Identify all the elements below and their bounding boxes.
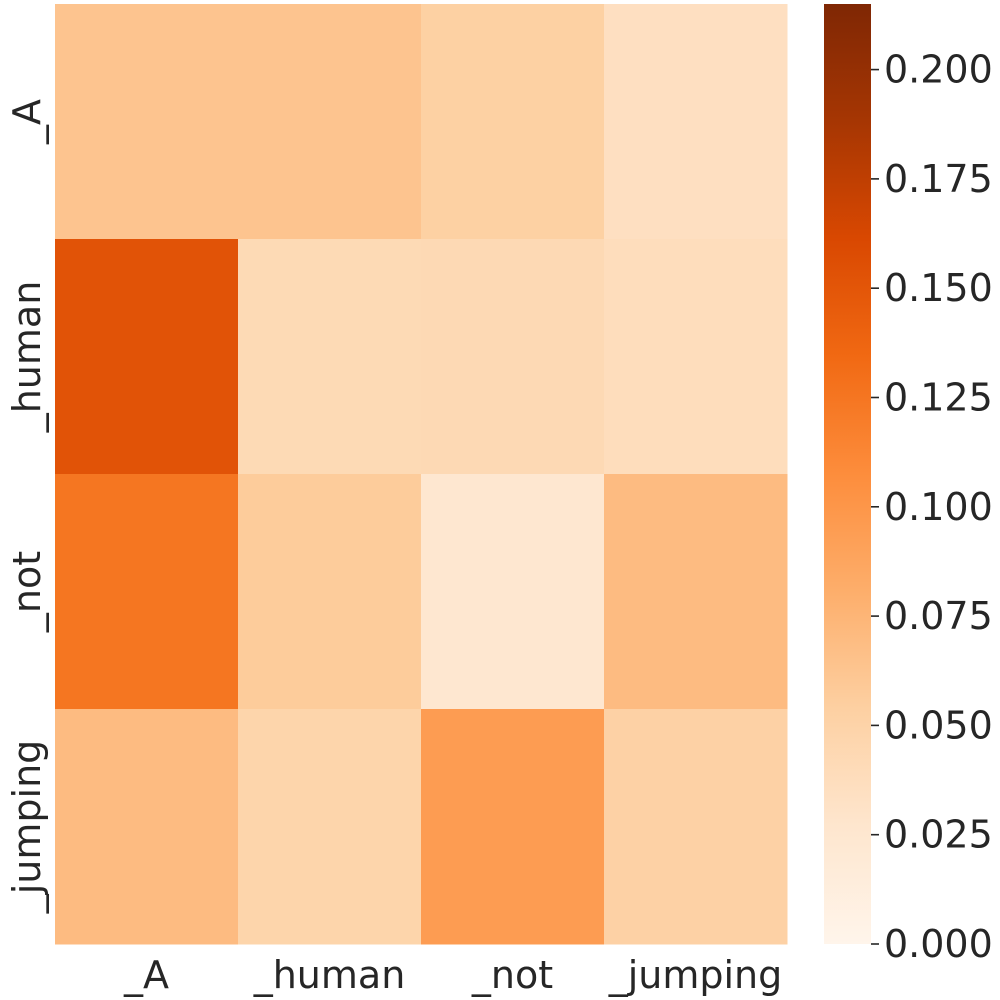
heatmap-cell-A-human bbox=[238, 4, 422, 240]
colorbar-tick-label: 0.075 bbox=[884, 594, 993, 638]
y-tick-label: _A bbox=[5, 99, 49, 145]
colorbar-tick-label: 0.150 bbox=[884, 266, 993, 310]
heatmap-cell-not-A bbox=[55, 474, 239, 710]
colorbar-tick-label: 0.200 bbox=[884, 48, 993, 92]
heatmap-cell-jumping-human bbox=[238, 709, 422, 945]
heatmap-cell-not-jumping bbox=[604, 474, 788, 710]
heatmap-cell-human-not bbox=[421, 239, 605, 475]
heatmap-cell-human-human bbox=[238, 239, 422, 475]
colorbar bbox=[824, 4, 871, 944]
heatmap-cell-jumping-A bbox=[55, 709, 239, 945]
y-tick-label: _human bbox=[5, 281, 49, 434]
colorbar-tick-label: 0.025 bbox=[884, 813, 993, 857]
y-tick-label: _not bbox=[5, 551, 49, 633]
heatmap-cells bbox=[55, 4, 788, 945]
colorbar-tick-label: 0.050 bbox=[884, 703, 993, 747]
heatmap-cell-jumping-not bbox=[421, 709, 605, 945]
x-tick-label: _A bbox=[123, 953, 169, 997]
x-tick-label: _jumping bbox=[608, 953, 783, 997]
heatmap-cell-A-jumping bbox=[604, 4, 788, 240]
colorbar-ticks: 0.000 0.025 0.050 0.075 0.100 0.125 0.150 0.175… bbox=[871, 48, 993, 966]
heatmap-cell-jumping-jumping bbox=[604, 709, 788, 945]
heatmap-cell-not-not bbox=[421, 474, 605, 710]
colorbar-tick-label: 0.125 bbox=[884, 375, 993, 419]
y-axis-tick-labels: _A _human _not _jumping bbox=[5, 99, 49, 914]
colorbar-tick-label: 0.100 bbox=[884, 485, 993, 529]
x-tick-label: _not bbox=[471, 953, 553, 997]
heatmap-cell-human-A bbox=[55, 239, 239, 475]
heatmap-cell-A-not bbox=[421, 4, 605, 240]
x-axis-tick-labels: _A _human _not _jumping bbox=[123, 953, 782, 997]
heatmap-cell-not-human bbox=[238, 474, 422, 710]
y-tick-label: _jumping bbox=[5, 740, 49, 915]
heatmap-cell-human-jumping bbox=[604, 239, 788, 475]
x-tick-label: _human bbox=[253, 953, 406, 997]
heatmap-cell-A-A bbox=[55, 4, 239, 240]
colorbar-tick-label: 0.175 bbox=[884, 157, 993, 201]
colorbar-tick-label: 0.000 bbox=[884, 922, 993, 966]
